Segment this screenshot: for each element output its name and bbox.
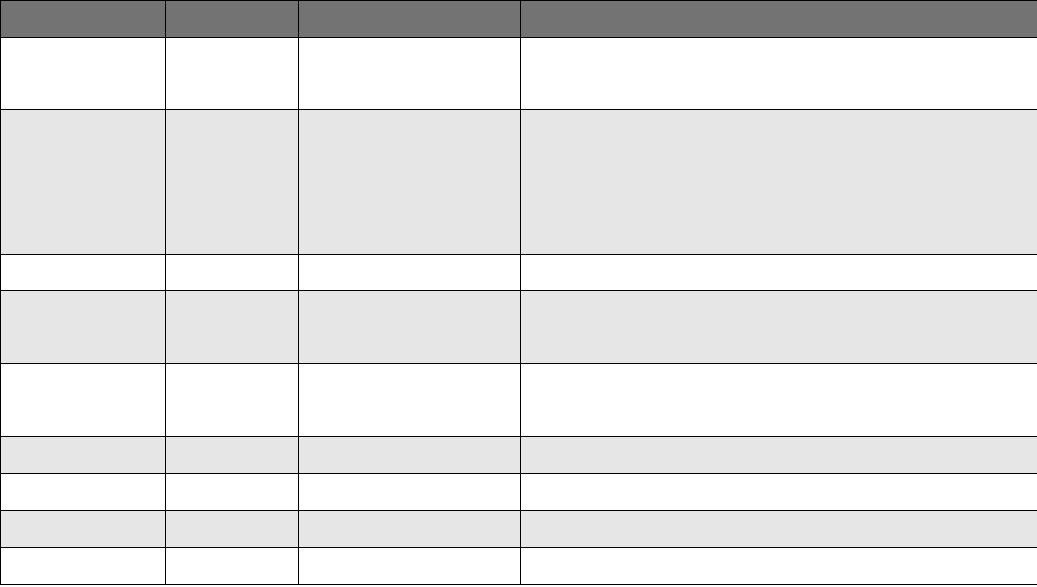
table-row: [0, 547, 1037, 585]
table-cell: [0, 290, 166, 364]
table-cell: [165, 436, 299, 474]
table-cell: [298, 363, 521, 437]
table-cell: [298, 254, 521, 291]
table-row: [0, 290, 1037, 364]
table-cell: [520, 436, 1037, 474]
table-cell: [165, 37, 299, 110]
table-cell: [165, 363, 299, 437]
table-cell: [520, 254, 1037, 291]
table-cell: [298, 473, 521, 511]
table-row: [0, 37, 1037, 110]
table-cell: [298, 510, 521, 548]
table-cell: [0, 510, 166, 548]
table-cell: [298, 37, 521, 110]
table-row: [0, 473, 1037, 511]
table-row: [0, 363, 1037, 437]
table-cell: [298, 436, 521, 474]
table-cell: [0, 254, 166, 291]
table-cell: [0, 473, 166, 511]
table-cell: [520, 547, 1037, 585]
header-row: [0, 0, 1037, 38]
column-header: [298, 0, 521, 38]
table-cell: [520, 290, 1037, 364]
table-cell: [298, 547, 521, 585]
table-cell: [298, 290, 521, 364]
table-cell: [165, 510, 299, 548]
table-cell: [0, 37, 166, 110]
table-row: [0, 436, 1037, 474]
table-cell: [520, 473, 1037, 511]
column-header: [165, 0, 299, 38]
table-cell: [0, 109, 166, 255]
table-cell: [165, 254, 299, 291]
table-cell: [298, 109, 521, 255]
table-cell: [520, 363, 1037, 437]
column-header: [520, 0, 1037, 38]
table-cell: [520, 510, 1037, 548]
table-cell: [520, 37, 1037, 110]
table-row: [0, 254, 1037, 291]
table-cell: [165, 290, 299, 364]
table-cell: [165, 547, 299, 585]
column-header: [0, 0, 166, 38]
table-cell: [0, 363, 166, 437]
table-cell: [0, 436, 166, 474]
table-cell: [165, 473, 299, 511]
table-cell: [0, 547, 166, 585]
table-cell: [165, 109, 299, 255]
table-row: [0, 510, 1037, 548]
table-cell: [520, 109, 1037, 255]
table-row: [0, 109, 1037, 255]
